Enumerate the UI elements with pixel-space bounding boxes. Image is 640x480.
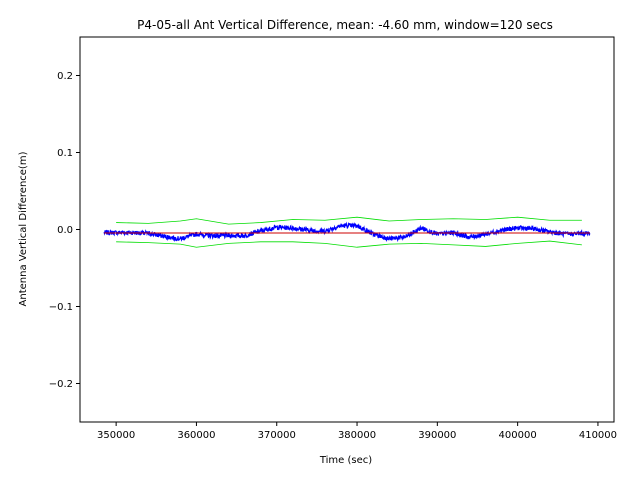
series-line-green <box>116 240 582 248</box>
y-tick-label: 0.2 <box>57 71 73 82</box>
x-axis-label: Time (sec) <box>319 455 372 466</box>
y-axis-label: Antenna Vertical Difference(m) <box>18 151 29 306</box>
series-layer <box>103 216 591 248</box>
y-axis: −0.2 −0.1 0.0 0.1 0.2 <box>49 71 80 390</box>
x-tick-label: 380000 <box>338 430 376 441</box>
y-tick-label: 0.0 <box>57 225 73 236</box>
y-tick-label: −0.2 <box>49 379 73 390</box>
x-tick-label: 390000 <box>418 430 456 441</box>
x-tick-label: 360000 <box>177 430 215 441</box>
chart-title: P4-05-all Ant Vertical Difference, mean:… <box>137 18 553 32</box>
y-tick-label: −0.1 <box>49 302 73 313</box>
series-line-green <box>116 216 582 225</box>
x-tick-label: 400000 <box>499 430 537 441</box>
x-tick-label: 410000 <box>579 430 617 441</box>
series-line-blue <box>103 221 591 243</box>
x-axis: 350000 360000 370000 380000 390000 400000 4100… <box>97 422 617 441</box>
x-tick-label: 350000 <box>97 430 135 441</box>
x-tick-label: 370000 <box>258 430 296 441</box>
y-tick-label: 0.1 <box>57 148 73 159</box>
